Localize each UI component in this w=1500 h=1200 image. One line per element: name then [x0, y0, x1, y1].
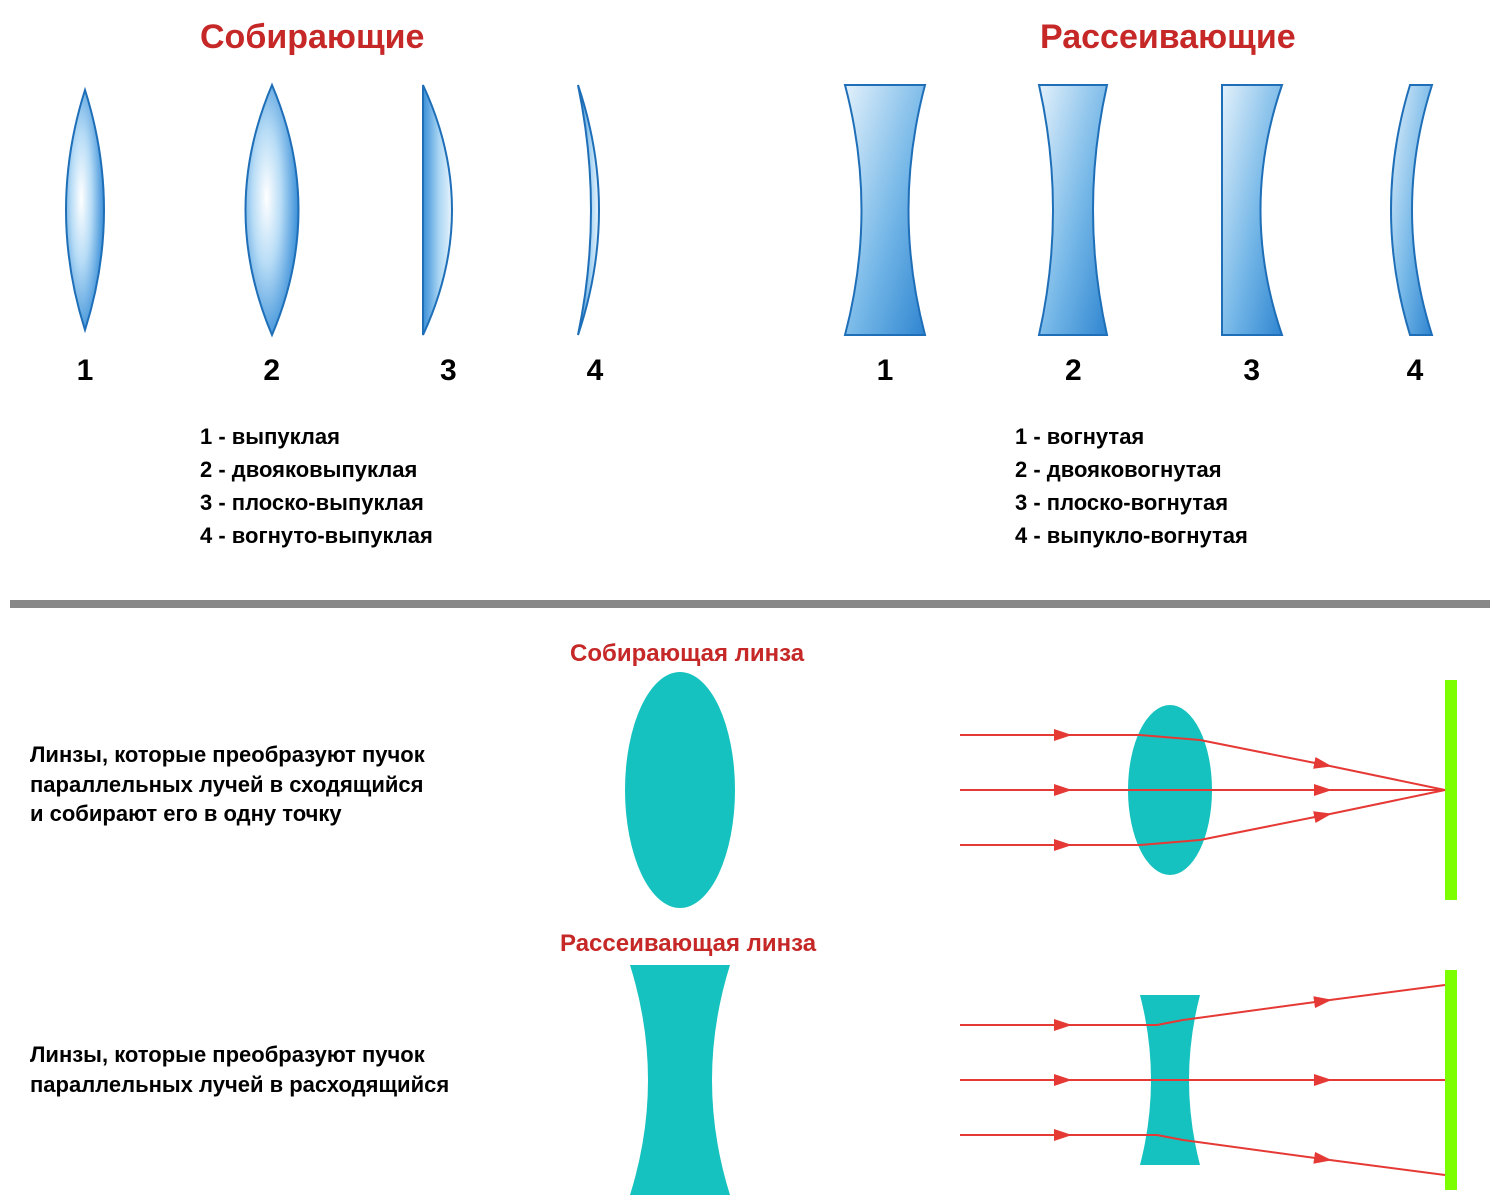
converging-lens-subtitle: Собирающая линза — [570, 640, 804, 668]
diverging-lens-3: 3 — [1207, 80, 1297, 388]
diverging-legend-line-4: 4 - выпукло-вогнутая — [1015, 519, 1248, 552]
diverging-legend: 1 - вогнутая 2 - двояковогнутая 3 - плос… — [1015, 420, 1248, 552]
converging-legend-line-2: 2 - двояковыпуклая — [200, 453, 433, 486]
lens-shape-meniscus — [560, 80, 630, 340]
converging-ray-diagram — [960, 680, 1460, 900]
diverging-lens-1: 1 — [830, 80, 940, 388]
converging-desc-line-2: параллельных лучей в сходящийся — [30, 770, 425, 800]
lens-shape-plano-concave — [1207, 80, 1297, 340]
converging-lens-4-number: 4 — [587, 354, 604, 388]
converging-lens-2: 2 — [207, 80, 337, 388]
converging-lens-row: 1 2 3 — [30, 80, 630, 388]
converging-desc-line-3: и собирают его в одну точку — [30, 799, 425, 829]
diverging-lens-1-number: 1 — [877, 354, 894, 388]
converging-desc-line-1: Линзы, которые преобразуют пучок — [30, 740, 425, 770]
converging-lens-1: 1 — [30, 80, 140, 388]
diverging-desc-line-1: Линзы, которые преобразуют пучок — [30, 1040, 449, 1070]
converging-legend-line-3: 3 - плоско-выпуклая — [200, 486, 433, 519]
converging-lens-3: 3 — [403, 80, 493, 388]
converging-lens-2-number: 2 — [263, 354, 280, 388]
diverging-legend-line-3: 3 - плоско-вогнутая — [1015, 486, 1248, 519]
converging-legend-line-4: 4 - вогнуто-выпуклая — [200, 519, 433, 552]
diverging-lens-4: 4 — [1380, 80, 1450, 388]
lens-shape-plano-convex — [403, 80, 493, 340]
diverging-legend-line-1: 1 - вогнутая — [1015, 420, 1248, 453]
converging-lens-4: 4 — [560, 80, 630, 388]
diverging-desc-line-2: параллельных лучей в расходящийся — [30, 1070, 449, 1100]
converging-legend-line-1: 1 - выпуклая — [200, 420, 433, 453]
lens-shape-biconcave — [830, 80, 940, 340]
lens-shape-biconcave — [1023, 80, 1123, 340]
converging-lens-1-number: 1 — [77, 354, 94, 388]
lens-shape-biconvex — [30, 80, 140, 340]
converging-description: Линзы, которые преобразуют пучок паралле… — [30, 740, 425, 829]
diverging-lens-row: 1 2 3 — [830, 80, 1450, 388]
diverging-lens-2: 2 — [1023, 80, 1123, 388]
converging-lens-large-icon — [625, 672, 735, 908]
diverging-lens-2-number: 2 — [1065, 354, 1082, 388]
diverging-legend-line-2: 2 - двояковогнутая — [1015, 453, 1248, 486]
converging-title: Собирающие — [200, 18, 424, 57]
section-divider — [10, 600, 1490, 608]
diverging-ray-diagram — [960, 970, 1460, 1190]
diverging-lens-3-number: 3 — [1243, 354, 1260, 388]
converging-lens-3-number: 3 — [440, 354, 457, 388]
diverging-lens-large-icon — [630, 965, 730, 1195]
lens-shape-biconvex — [207, 80, 337, 340]
converging-legend: 1 - выпуклая 2 - двояковыпуклая 3 - плос… — [200, 420, 433, 552]
diverging-lens-subtitle: Рассеивающая линза — [560, 930, 816, 958]
diverging-description: Линзы, которые преобразуют пучок паралле… — [30, 1040, 449, 1099]
diverging-lens-4-number: 4 — [1407, 354, 1424, 388]
diverging-title: Рассеивающие — [1040, 18, 1296, 57]
lens-shape-meniscus-concave — [1380, 80, 1450, 340]
